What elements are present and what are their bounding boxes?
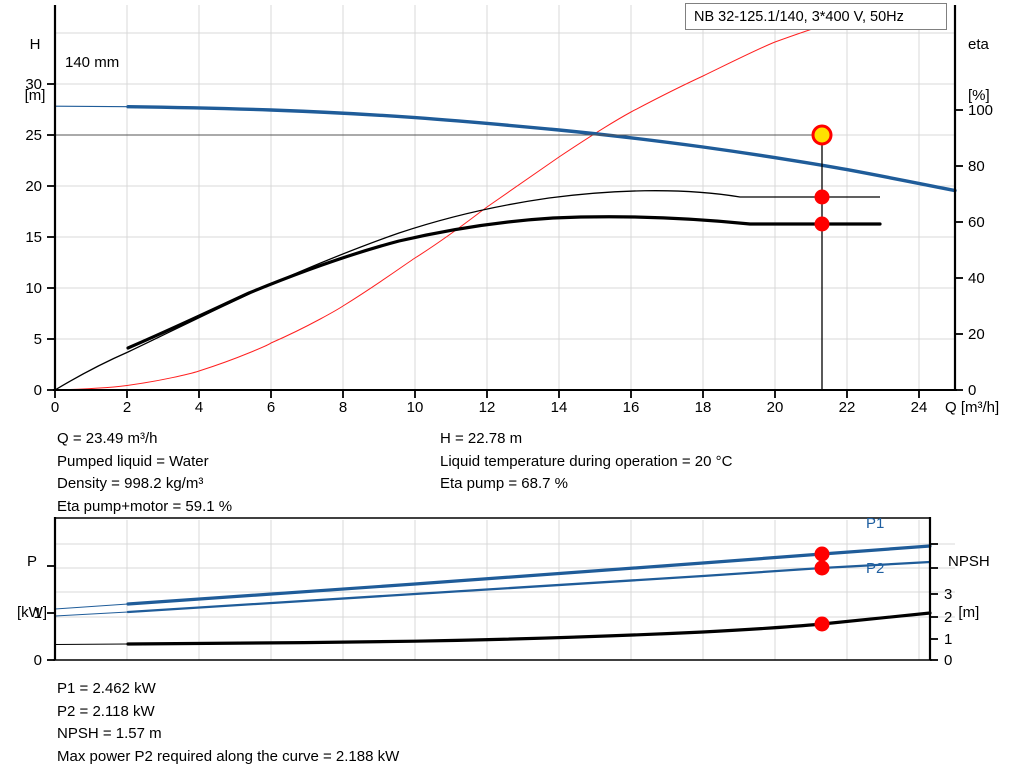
lower-left-tick-marks xyxy=(47,565,55,661)
npsh-curve xyxy=(126,611,932,646)
pump-title-text: NB 32-125.1/140, 3*400 V, 50Hz xyxy=(694,8,904,25)
marker-upper-curve-1 xyxy=(814,189,830,205)
upper-ytick-0: 0 xyxy=(33,382,42,399)
upper-xtick-8: 8 xyxy=(338,399,348,416)
marker-upper-curve-2 xyxy=(814,216,830,232)
p1-curve xyxy=(126,544,932,606)
info-npsh: NPSH = 1.57 m xyxy=(57,725,162,742)
eta-unit: [%] xyxy=(968,87,990,104)
eta-tick-40: 40 xyxy=(968,270,985,287)
info-eta-pump: Eta pump = 68.7 % xyxy=(440,475,568,492)
upper-y-left-axis-title: H [m] xyxy=(20,2,50,138)
npsh-tick-0: 0 xyxy=(944,652,953,669)
upper-xtick-22: 22 xyxy=(838,399,856,416)
npsh-symbol: NPSH xyxy=(948,553,990,570)
upper-x-tick-marks xyxy=(54,390,920,398)
info-p2: P2 = 2.118 kW xyxy=(57,702,155,720)
info-flow: Q = 23.49 m³/h xyxy=(57,430,158,447)
info-liquid-temperature: Liquid temperature during operation = 20… xyxy=(440,452,733,470)
lower-right-tick-marks xyxy=(930,543,938,661)
h-symbol: H xyxy=(29,36,41,53)
marker-p2 xyxy=(814,560,830,576)
upper-ytick-20: 20 xyxy=(25,178,42,195)
upper-ytick-5: 5 xyxy=(33,331,42,348)
info-density: Density = 998.2 kg/m³ xyxy=(57,475,204,492)
marker-npsh xyxy=(814,616,830,632)
upper-xtick-12: 12 xyxy=(478,399,496,416)
eta-tick-80: 80 xyxy=(968,158,985,175)
info-p1: P1 = 2.462 kW xyxy=(57,680,156,697)
eta-tick-60: 60 xyxy=(968,214,985,231)
npsh-curve-thin-extension xyxy=(54,643,129,645)
npsh-unit: [m] xyxy=(958,604,980,621)
upper-xtick-6: 6 xyxy=(266,399,276,416)
marker-p1 xyxy=(814,546,830,562)
lower-y-left-axis-title: P [kW] xyxy=(12,519,52,655)
p1-curve-thin-extension xyxy=(54,603,129,610)
head-eta-chart xyxy=(47,5,963,398)
upper-xtick-18: 18 xyxy=(694,399,712,416)
info-head: H = 22.78 m xyxy=(440,430,523,447)
p1-curve-label: P1 xyxy=(866,515,885,532)
npsh-tick-3: 3 xyxy=(944,586,953,603)
head-curve xyxy=(126,105,957,193)
eta-tick-100: 100 xyxy=(968,102,994,119)
upper-horizontal-gridlines xyxy=(55,32,955,340)
upper-ytick-10: 10 xyxy=(25,280,42,297)
lower-ytick-1: 1 xyxy=(33,605,42,622)
upper-xtick-4: 4 xyxy=(194,399,204,416)
info-pumped-liquid: Pumped liquid = Water xyxy=(57,452,209,470)
lower-horizontal-gridlines xyxy=(55,543,955,618)
upper-xtick-24: 24 xyxy=(910,399,928,416)
lower-plot-background xyxy=(55,520,955,660)
upper-secondary-curve-thin xyxy=(54,190,880,391)
upper-xtick-16: 16 xyxy=(622,399,640,416)
impeller-diameter-label: 140 mm xyxy=(65,54,120,71)
p-unit: [kW] xyxy=(17,604,47,621)
info-max-power: Max power P2 required along the curve = … xyxy=(57,747,400,765)
upper-secondary-curve-thick xyxy=(126,215,882,350)
p-symbol: P xyxy=(26,553,37,570)
lower-ytick-0: 0 xyxy=(33,652,42,669)
power-info-block: P1 = 2.462 kW P2 = 2.118 kW NPSH = 1.57 … xyxy=(57,678,399,768)
upper-xtick-2: 2 xyxy=(122,399,132,416)
upper-xtick-0: 0 xyxy=(50,399,60,416)
operating-point-info-left: Q = 23.49 m³/h Pumped liquid = Water Den… xyxy=(57,428,232,518)
npsh-tick-1: 1 xyxy=(944,631,953,648)
duty-point-marker[interactable] xyxy=(811,124,833,146)
upper-xtick-14: 14 xyxy=(550,399,568,416)
p2-curve-label: P2 xyxy=(866,560,885,577)
pump-title-box: NB 32-125.1/140, 3*400 V, 50Hz xyxy=(685,3,947,30)
info-eta-pump-motor: Eta pump+motor = 59.1 % xyxy=(57,497,233,515)
p2-curve xyxy=(126,560,932,614)
upper-xtick-10: 10 xyxy=(406,399,424,416)
eta-symbol: eta xyxy=(968,36,989,53)
npsh-tick-2: 2 xyxy=(944,609,953,626)
p2-curve-thin-extension xyxy=(54,611,129,617)
upper-x-axis-title: Q [m³/h] xyxy=(945,399,1000,416)
eta-tick-0: 0 xyxy=(968,382,977,399)
upper-left-tick-marks xyxy=(47,83,55,391)
lower-y-right-axis-title: NPSH [m] xyxy=(948,519,990,655)
upper-ytick-30: 30 xyxy=(25,76,42,93)
upper-ytick-25: 25 xyxy=(25,127,42,144)
upper-ytick-15: 15 xyxy=(25,229,42,246)
eta-tick-20: 20 xyxy=(968,326,985,343)
h-unit: [m] xyxy=(24,87,46,104)
operating-point-info-right: H = 22.78 m Liquid temperature during op… xyxy=(440,428,732,496)
upper-right-tick-marks xyxy=(955,109,963,391)
upper-xtick-20: 20 xyxy=(766,399,784,416)
upper-y-right-axis-title: eta [%] xyxy=(968,2,990,138)
power-npsh-chart xyxy=(47,517,955,661)
head-curve-thin-extension xyxy=(54,105,129,108)
